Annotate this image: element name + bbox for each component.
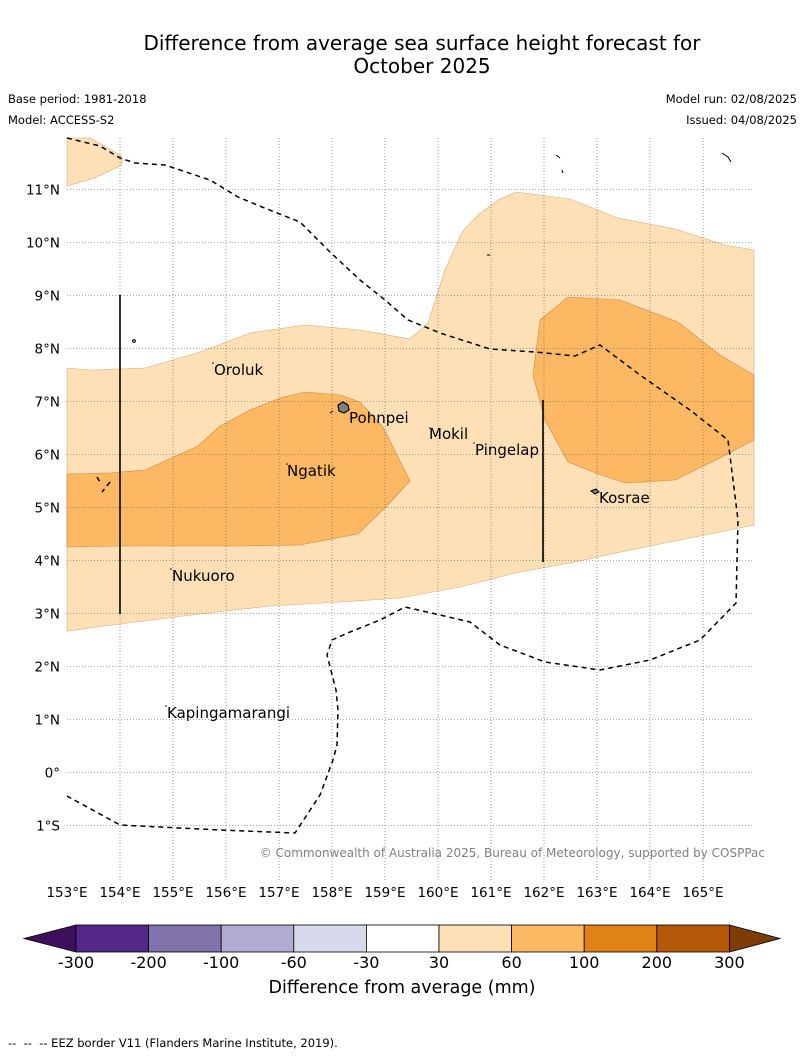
- colorbar-extend-low: [22, 924, 77, 953]
- eez-border-north: [66, 137, 739, 834]
- island-pohnpei: [337, 401, 350, 414]
- colorbar-tick-label: -30: [353, 953, 380, 972]
- latitude-label: 9°N: [35, 289, 60, 305]
- place-label-ngatik: Ngatik: [287, 462, 336, 480]
- colorbar-tick-label: -60: [280, 953, 307, 972]
- island-kosrae: [589, 488, 600, 495]
- colorbar-segment: [438, 924, 512, 953]
- chart-title: Difference from average sea surface heig…: [0, 32, 804, 78]
- copyright-notice: © Commonwealth of Australia 2025, Bureau…: [260, 846, 765, 860]
- place-label-pingelap: Pingelap: [475, 441, 539, 459]
- latitude-label: 0°: [45, 766, 60, 782]
- island-islet-northeast-1: [555, 154, 564, 174]
- longitude-label: 163°E: [576, 885, 617, 901]
- colorbar-title: Difference from average (mm): [268, 978, 536, 998]
- colorbar-segment: [365, 924, 440, 953]
- anomaly-60-100-region-east: [532, 296, 755, 484]
- latitude-label: 1°N: [35, 713, 60, 729]
- colorbar-tick-label: 60: [501, 953, 522, 972]
- colorbar-tick-label: 200: [641, 953, 673, 972]
- latitude-label: 10°N: [26, 236, 60, 252]
- colorbar-tick-label: -100: [203, 953, 240, 972]
- island-islet-pohnpei-west: [329, 410, 334, 414]
- island-mokil-dot: [429, 427, 431, 429]
- longitude-label: 161°E: [470, 885, 511, 901]
- latitude-label: 4°N: [35, 554, 60, 570]
- longitude-label: 162°E: [523, 885, 564, 901]
- colorbar-tick-label: 30: [428, 953, 450, 972]
- grid-lines: [67, 138, 754, 880]
- colorbar-segment: [75, 924, 149, 953]
- place-label-oroluk: Oroluk: [214, 361, 263, 379]
- base-period: Base period: 1981-2018: [8, 92, 147, 106]
- place-label-pohnpei: Pohnpei: [349, 409, 409, 427]
- model-run-date: Model run: 02/08/2025: [665, 92, 797, 106]
- place-label-mokil: Mokil: [429, 425, 468, 443]
- title-line-2: October 2025: [353, 54, 491, 78]
- colorbar-segment: [511, 924, 585, 953]
- anomaly-30-60-region-northwest: [66, 137, 123, 187]
- colorbar-tick-label: -300: [57, 953, 95, 972]
- title-line-1: Difference from average sea surface heig…: [143, 31, 701, 55]
- colorbar-tick-label: -200: [130, 953, 167, 972]
- latitude-label: 2°N: [35, 660, 60, 676]
- latitude-label: 11°N: [26, 183, 60, 199]
- longitude-label: 159°E: [364, 885, 405, 901]
- longitude-label: 160°E: [417, 885, 458, 901]
- latitude-label: 1°S: [36, 819, 60, 835]
- latitude-label: 7°N: [35, 395, 60, 411]
- colorbar-segment: [148, 924, 222, 953]
- longitude-label: 158°E: [311, 885, 352, 901]
- island-islet-west: [132, 339, 136, 343]
- model-name: Model: ACCESS-S2: [8, 113, 115, 127]
- island-oroluk-dot: [212, 362, 214, 364]
- latitude-label: 3°N: [35, 607, 60, 623]
- colorbar-segment: [293, 924, 367, 953]
- longitude-label: 156°E: [205, 885, 246, 901]
- latitude-label: 8°N: [35, 342, 60, 358]
- colorbar-segment: [583, 924, 658, 953]
- island-islet-northeast-2: [721, 152, 732, 163]
- latitude-label: 6°N: [35, 448, 60, 464]
- island-pingelap-dot: [473, 442, 475, 444]
- longitude-label: 164°E: [629, 885, 670, 901]
- colorbar: [22, 924, 782, 953]
- latitude-label: 5°N: [35, 501, 60, 517]
- anomaly-60-100-region-west: [66, 391, 411, 548]
- colorbar-segment: [220, 924, 295, 953]
- islands: [132, 152, 732, 707]
- longitude-label: 153°E: [46, 885, 87, 901]
- longitude-labels: 153°E 154°E 155°E 156°E 157°E 158°E 159°E 160°E…: [46, 885, 723, 901]
- colorbar-extend-high: [729, 924, 782, 953]
- issued-date: Issued: 04/08/2025: [686, 113, 797, 127]
- colorbar-segment: [656, 924, 730, 953]
- longitude-label: 155°E: [152, 885, 193, 901]
- eez-borders: [66, 137, 739, 834]
- latitude-labels: 11°N 10°N 9°N 8°N 7°N 6°N 5°N 4°N 3°N 2°N 1°N 0° 1°S: [26, 183, 60, 835]
- colorbar-tick-label: 300: [714, 953, 745, 972]
- island-ngatik-dot: [286, 463, 288, 465]
- longitude-label: 165°E: [682, 885, 723, 901]
- colorbar-tick-label: 100: [568, 953, 600, 972]
- island-kapinga-dot: [165, 705, 167, 707]
- island-nukuoro-dot: [170, 568, 172, 570]
- place-label-nukuoro: Nukuoro: [172, 567, 235, 585]
- longitude-label: 154°E: [99, 885, 140, 901]
- eez-border-fragment: [96, 476, 111, 493]
- eez-legend: -- -- -- EEZ border V11 (Flanders Marine…: [8, 1036, 338, 1050]
- place-label-kapingamarangi: Kapingamarangi: [167, 704, 290, 722]
- place-label-kosrae: Kosrae: [599, 489, 650, 507]
- longitude-label: 157°E: [258, 885, 299, 901]
